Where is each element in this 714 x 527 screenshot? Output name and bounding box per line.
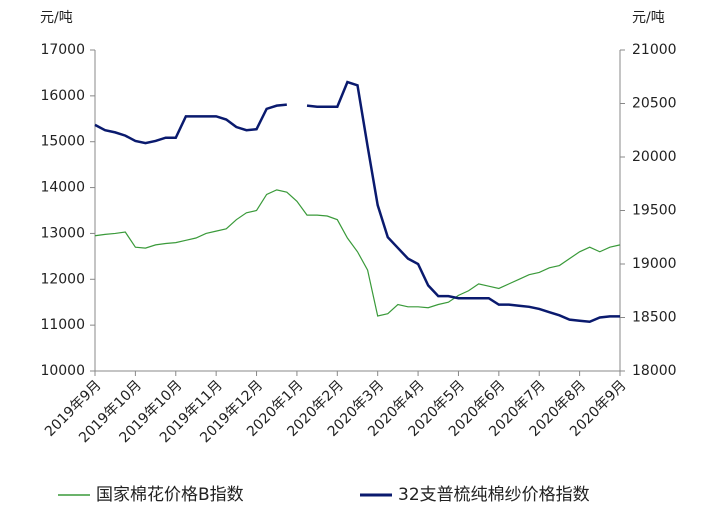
legend-label: 32支普梳纯棉纱价格指数 [398, 485, 590, 505]
y2-tick-label: 18000 [632, 363, 677, 379]
y2-tick-label: 20000 [632, 149, 677, 165]
y2-tick-label: 19000 [632, 256, 677, 272]
series-line [94, 189, 621, 317]
y-tick-label: 10000 [40, 363, 85, 379]
y-tick-label: 16000 [40, 88, 85, 104]
series-line [94, 80, 620, 324]
legend-label: 国家棉花价格B指数 [96, 485, 244, 505]
y-tick-label: 17000 [40, 42, 85, 58]
y2-tick-label: 20500 [632, 96, 677, 112]
y-tick-label: 15000 [40, 134, 85, 150]
y-tick-label: 13000 [40, 225, 85, 241]
y2-unit-label: 元/吨 [632, 10, 665, 26]
y-unit-label: 元/吨 [40, 10, 73, 26]
y-tick-label: 11000 [40, 317, 85, 333]
y2-tick-label: 18500 [632, 310, 677, 326]
y-tick-label: 14000 [40, 180, 85, 196]
y2-tick-label: 21000 [632, 42, 677, 58]
y-tick-label: 12000 [40, 271, 85, 287]
y2-tick-label: 19500 [632, 203, 677, 219]
